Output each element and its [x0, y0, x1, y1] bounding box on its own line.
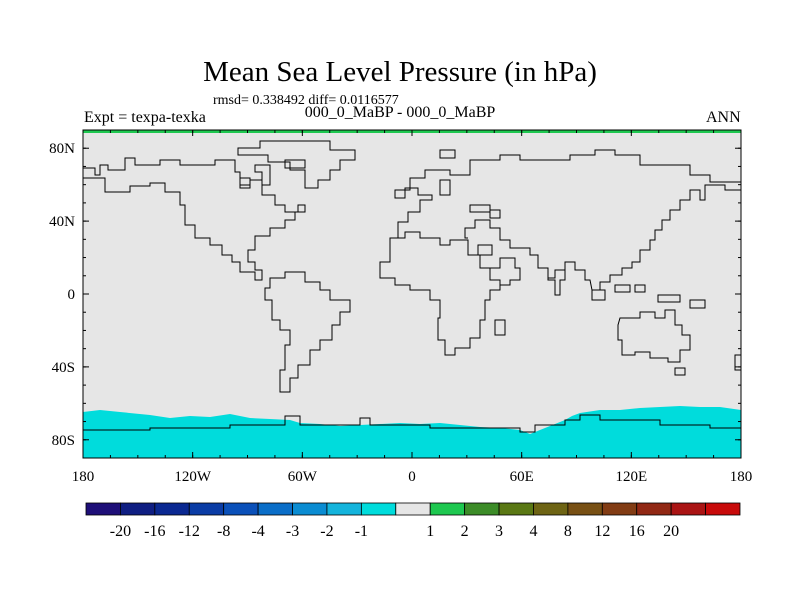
- colorbar-swatch: [395, 502, 431, 516]
- case-label: 000_0_MaBP - 000_0_MaBP: [304, 104, 496, 121]
- negative-anomaly-region: [83, 406, 741, 458]
- lat-tick-label: 80N: [49, 141, 75, 157]
- colorbar-label: -1: [355, 523, 368, 540]
- colorbar-swatch: [120, 502, 156, 516]
- coastline-south-america: [264, 271, 351, 393]
- latitude-axis: 80N 40N 0 40S 80S: [49, 129, 741, 459]
- colorbar-swatch: [292, 502, 328, 516]
- colorbar-swatch: [429, 502, 466, 516]
- coastline-india: [547, 268, 566, 296]
- lon-tick-label: 180: [72, 469, 95, 485]
- lat-tick-label: 40N: [49, 214, 75, 230]
- coastline-arctic-islands: [239, 159, 306, 186]
- coastline-africa: [379, 231, 501, 356]
- coastline-indonesia: [494, 284, 742, 376]
- lon-tick-label: 0: [408, 469, 416, 485]
- colorbar-swatch: [567, 502, 603, 516]
- lat-tick-label: 80S: [52, 433, 75, 449]
- coastline-greenland: [237, 140, 356, 189]
- colorbar-label: 3: [495, 523, 503, 540]
- lon-tick-label: 180: [730, 469, 753, 485]
- colorbar-swatch: [498, 502, 534, 516]
- colorbar-swatch: [257, 502, 293, 516]
- coastline-antarctica: [83, 414, 741, 433]
- colorbar-label: -20: [110, 523, 131, 540]
- map-background: [83, 130, 741, 458]
- coastline-north-america: [83, 157, 306, 281]
- colorbar-swatch: [360, 502, 397, 516]
- colorbar-label: 2: [461, 523, 469, 540]
- lon-tick-label: 120W: [174, 469, 212, 485]
- lon-tick-label: 120E: [615, 469, 647, 485]
- coastline-seas: [439, 149, 501, 256]
- colorbar-label: 4: [529, 523, 537, 540]
- colorbar-swatch: [636, 502, 672, 516]
- experiment-label: Expt = texpa-texka: [84, 109, 206, 126]
- colorbar-swatch: [670, 502, 706, 516]
- lat-tick-label: 40S: [52, 360, 75, 376]
- colorbar-label: -2: [320, 523, 333, 540]
- colorbar-swatch: [601, 502, 638, 516]
- colorbar-swatch: [223, 502, 259, 516]
- season-label: ANN: [706, 109, 741, 126]
- coastline-europe: [394, 149, 742, 238]
- coastline-asia: [464, 182, 742, 301]
- colorbar-swatch: [188, 502, 225, 516]
- lat-tick-label: 0: [68, 287, 76, 303]
- colorbar-label: -3: [286, 523, 299, 540]
- colorbar-label: 8: [564, 523, 572, 540]
- colorbar-label: -12: [179, 523, 200, 540]
- colorbar-label: -4: [251, 523, 264, 540]
- colorbar: -20 -16 -12 -8 -4 -3 -2 -1 1 2 3 4 8 12 16 20: [85, 502, 741, 540]
- plot-title: Mean Sea Level Pressure (in hPa): [203, 56, 597, 88]
- coastline-australia: [617, 309, 691, 363]
- colorbar-label: 1: [426, 523, 434, 540]
- colorbar-label: 16: [629, 523, 645, 540]
- coastline-arabia: [490, 257, 521, 286]
- lon-tick-label: 60W: [288, 469, 318, 485]
- stats-text: rmsd= 0.338492 diff= 0.0116577: [213, 93, 399, 108]
- lon-tick-label: 60E: [510, 469, 534, 485]
- colorbar-swatch: [464, 502, 500, 516]
- coastlines: [83, 140, 742, 433]
- colorbar-swatch: [326, 502, 362, 516]
- colorbar-label: 12: [594, 523, 610, 540]
- colorbar-label: -8: [217, 523, 230, 540]
- colorbar-label: -16: [144, 523, 165, 540]
- longitude-axis: 180 120W 60W 0 60E 120E 180: [72, 130, 753, 485]
- colorbar-swatch: [705, 502, 741, 516]
- colorbar-swatch: [533, 502, 569, 516]
- colorbar-label: 20: [663, 523, 679, 540]
- colorbar-swatch: [154, 502, 190, 516]
- colorbar-swatch: [85, 502, 121, 516]
